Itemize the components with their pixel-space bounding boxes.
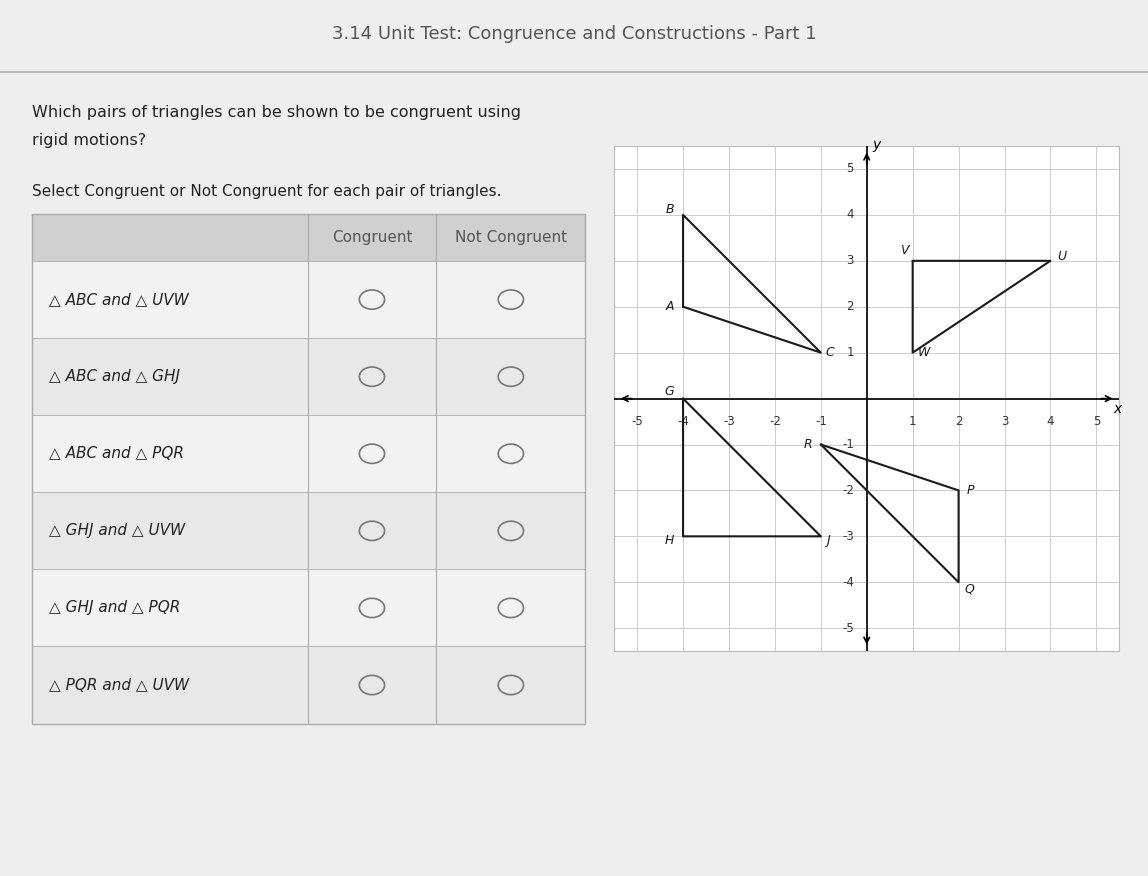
Text: △ ABC and △ UVW: △ ABC and △ UVW: [49, 292, 189, 307]
Text: -1: -1: [841, 438, 854, 451]
Text: △ ABC and △ GHJ: △ ABC and △ GHJ: [49, 369, 180, 385]
Text: 2: 2: [955, 414, 962, 427]
Text: -4: -4: [677, 414, 689, 427]
Text: -2: -2: [769, 414, 781, 427]
Text: y: y: [872, 138, 881, 152]
Text: 1: 1: [846, 346, 854, 359]
Text: 2: 2: [846, 300, 854, 314]
Text: -5: -5: [631, 414, 643, 427]
Text: U: U: [1057, 250, 1066, 263]
Text: Congruent: Congruent: [332, 230, 412, 245]
Text: 4: 4: [846, 208, 854, 222]
Text: -3: -3: [843, 530, 854, 543]
Text: -4: -4: [841, 576, 854, 589]
Text: Which pairs of triangles can be shown to be congruent using: Which pairs of triangles can be shown to…: [32, 105, 521, 120]
Text: 3: 3: [1001, 414, 1008, 427]
Text: △ GHJ and △ PQR: △ GHJ and △ PQR: [49, 600, 180, 616]
Text: P: P: [967, 484, 975, 497]
Text: W: W: [918, 346, 931, 359]
Text: 5: 5: [1093, 414, 1100, 427]
Text: G: G: [665, 385, 674, 399]
Text: -5: -5: [843, 622, 854, 635]
Text: 4: 4: [1047, 414, 1054, 427]
Text: A: A: [666, 300, 674, 314]
Text: -3: -3: [723, 414, 735, 427]
Text: 5: 5: [846, 162, 854, 175]
Text: Q: Q: [964, 583, 974, 596]
Text: rigid motions?: rigid motions?: [32, 133, 146, 148]
Text: C: C: [825, 346, 835, 359]
Text: H: H: [665, 533, 674, 547]
Text: △ PQR and △ UVW: △ PQR and △ UVW: [49, 677, 189, 693]
Text: △ GHJ and △ UVW: △ GHJ and △ UVW: [49, 523, 186, 539]
Text: B: B: [665, 203, 674, 215]
Text: V: V: [900, 244, 909, 258]
Text: 1: 1: [909, 414, 916, 427]
Text: △ ABC and △ PQR: △ ABC and △ PQR: [49, 446, 185, 462]
Text: -2: -2: [841, 484, 854, 497]
Text: x: x: [1114, 402, 1122, 416]
Text: Select Congruent or Not Congruent for each pair of triangles.: Select Congruent or Not Congruent for ea…: [32, 184, 502, 199]
Text: J: J: [827, 533, 830, 547]
Text: 3.14 Unit Test: Congruence and Constructions - Part 1: 3.14 Unit Test: Congruence and Construct…: [332, 25, 816, 43]
Text: Not Congruent: Not Congruent: [455, 230, 567, 245]
Text: 3: 3: [846, 254, 854, 267]
Text: -1: -1: [815, 414, 827, 427]
Text: R: R: [804, 438, 813, 451]
